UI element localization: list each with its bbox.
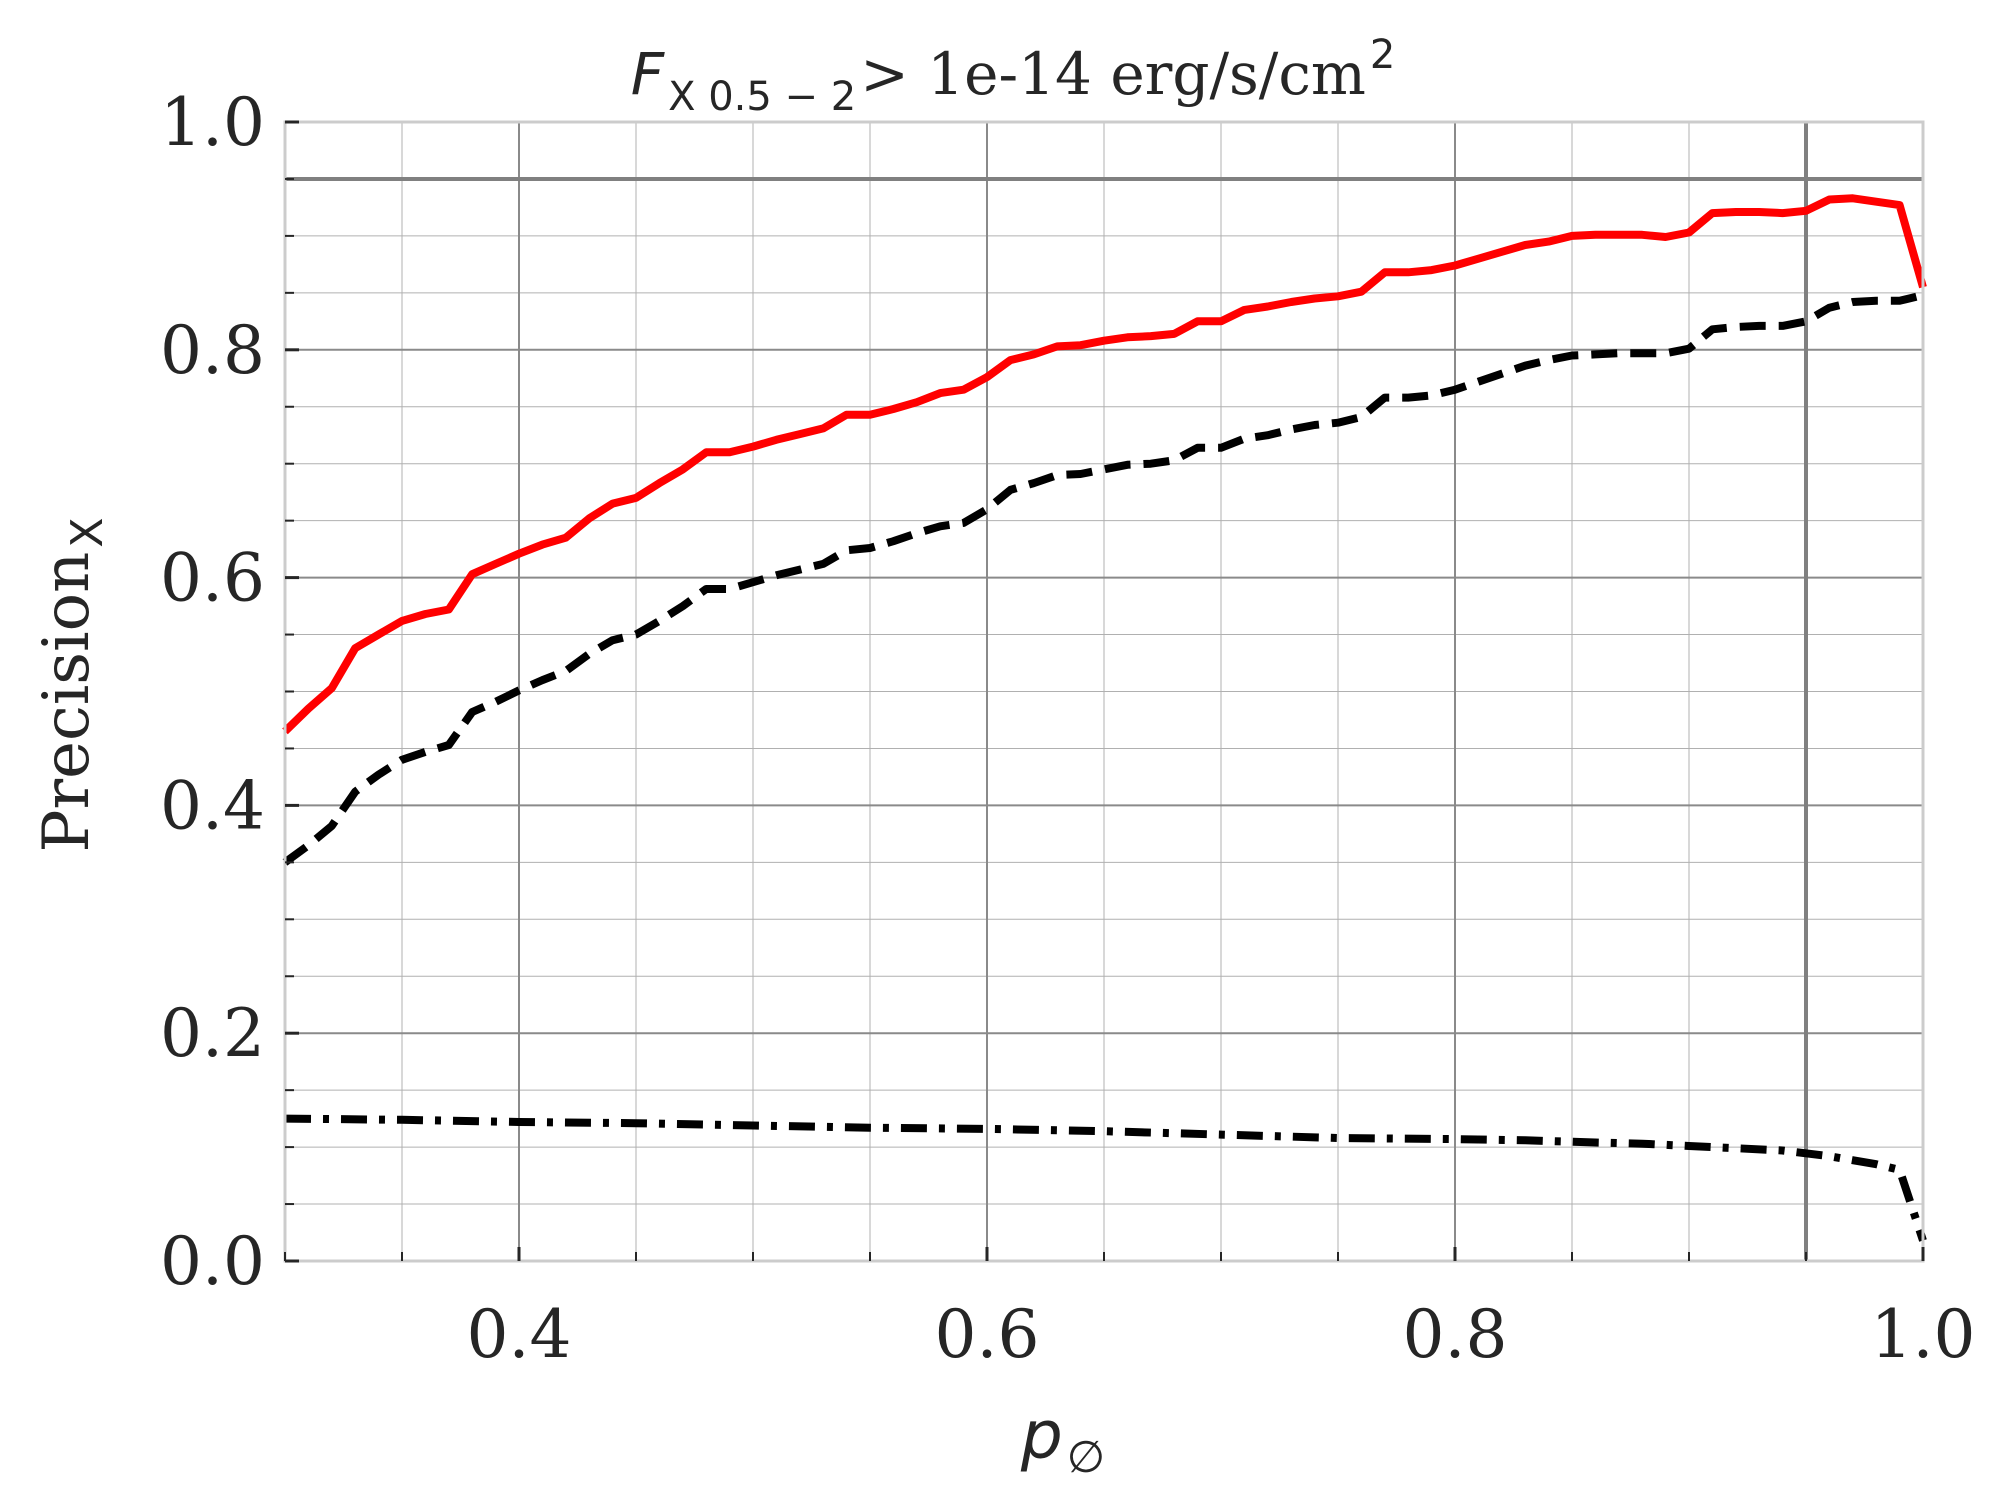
series-layer xyxy=(282,194,1927,1242)
y-axis-label-main: Precision xyxy=(30,552,104,853)
title-main-text: > 1e-14 erg/s/cm xyxy=(860,40,1366,108)
title-superscript: 2 xyxy=(1370,32,1395,78)
x-axis-label-sub: ∅ xyxy=(1067,1432,1105,1483)
chart-title: F X 0.5 − 2 > 1e-14 erg/s/cm 2 xyxy=(631,32,1396,120)
axis-ticks xyxy=(284,120,1925,1263)
tick-labels: 0.4 0.6 0.8 1.0 0.0 0.2 0.4 0.6 0.8 1.0 xyxy=(160,84,1975,1373)
y-axis-label: Precision X xyxy=(30,517,113,852)
y-axis-label-sub: X xyxy=(62,517,113,547)
x-tick-label: 1.0 xyxy=(1871,1296,1976,1373)
y-tick-label: 0.6 xyxy=(160,540,265,617)
x-tick-label: 0.8 xyxy=(1403,1296,1508,1373)
title-flux-symbol: F xyxy=(631,40,666,108)
reference-lines xyxy=(285,122,1923,1261)
dashdot-series-line xyxy=(284,1114,1927,1242)
x-axis-label-main: p xyxy=(1020,1397,1063,1474)
x-tick-label: 0.4 xyxy=(467,1296,572,1373)
y-tick-label: 1.0 xyxy=(160,84,265,161)
y-tick-label: 0.8 xyxy=(160,312,265,389)
x-axis-label: p ∅ xyxy=(1020,1397,1105,1483)
title-flux-subscript: X 0.5 − 2 xyxy=(668,74,856,120)
minor-gridlines xyxy=(285,122,1923,1261)
dashed-series-line xyxy=(282,291,1924,866)
y-tick-label: 0.0 xyxy=(160,1223,265,1300)
y-tick-label: 0.2 xyxy=(160,995,265,1072)
y-tick-label: 0.4 xyxy=(160,767,265,844)
solid-series-line xyxy=(282,194,1927,735)
x-tick-label: 0.6 xyxy=(935,1296,1040,1373)
